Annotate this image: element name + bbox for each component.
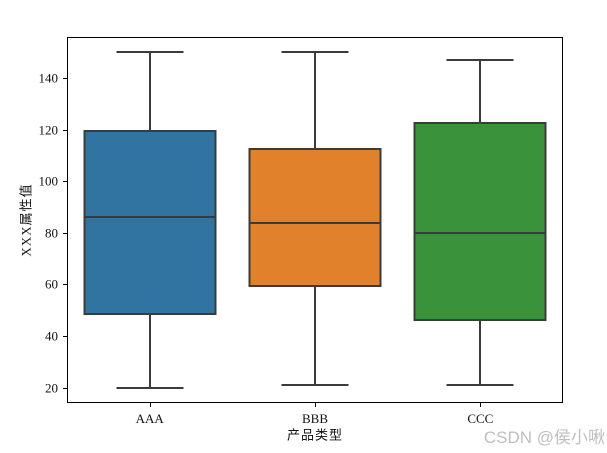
whisker-lower-CCC: [479, 320, 482, 385]
y-tick-mark: [63, 335, 67, 337]
y-tick-label: 40: [45, 328, 58, 344]
y-tick-label: 140: [38, 70, 59, 86]
whisker-cap-low-CCC: [446, 383, 514, 386]
x-tick-label: AAA: [135, 411, 164, 426]
whisker-upper-BBB: [314, 52, 316, 148]
whisker-upper-AAA: [148, 52, 151, 130]
whisker-cap-high-CCC: [446, 59, 514, 62]
median-AAA: [83, 216, 217, 219]
y-axis-label: XXX属性值: [18, 183, 34, 257]
x-tick-mark: [480, 403, 482, 407]
y-tick-mark: [63, 181, 67, 183]
median-CCC: [413, 231, 547, 234]
x-tick-label: CCC: [467, 411, 494, 426]
y-tick-label: 60: [45, 276, 58, 292]
box-BBB: [248, 147, 382, 287]
y-tick-label: 20: [45, 380, 58, 396]
y-tick-label: 80: [45, 225, 58, 241]
whisker-cap-low-AAA: [116, 386, 184, 389]
whisker-upper-CCC: [479, 60, 482, 123]
y-tick-mark: [63, 129, 67, 131]
x-axis-label: 产品类型: [286, 427, 344, 443]
box-AAA: [83, 129, 217, 316]
whisker-cap-high-BBB: [281, 51, 349, 54]
x-tick-label: BBB: [301, 411, 329, 426]
y-tick-label: 100: [38, 173, 59, 189]
y-tick-mark: [63, 78, 67, 80]
watermark-text: CSDN @侯小啾: [483, 428, 605, 447]
y-tick-label: 120: [38, 122, 59, 138]
whisker-cap-low-BBB: [281, 383, 349, 386]
y-tick-mark: [63, 232, 67, 234]
whisker-lower-AAA: [148, 315, 151, 388]
x-tick-mark: [149, 403, 151, 407]
whisker-lower-BBB: [314, 287, 316, 385]
box-CCC: [413, 122, 547, 321]
y-tick-mark: [63, 284, 67, 286]
median-BBB: [248, 221, 382, 224]
whisker-cap-high-AAA: [116, 51, 184, 54]
x-tick-mark: [315, 403, 316, 407]
y-tick-mark: [63, 387, 67, 389]
